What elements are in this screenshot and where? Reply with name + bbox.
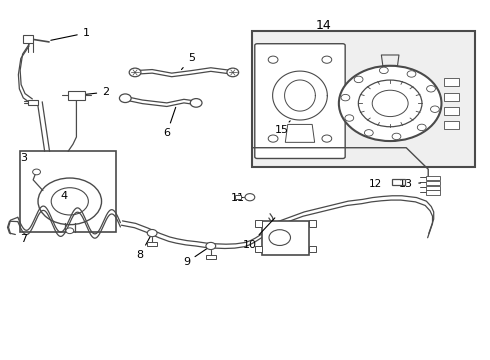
- Circle shape: [120, 94, 131, 103]
- Bar: [255, 246, 262, 252]
- Bar: [23, 35, 33, 43]
- Text: 11: 11: [231, 193, 245, 203]
- Circle shape: [341, 94, 350, 101]
- Polygon shape: [285, 125, 315, 142]
- Bar: [309, 220, 316, 226]
- Text: 13: 13: [399, 179, 420, 189]
- Circle shape: [190, 99, 202, 107]
- Circle shape: [66, 228, 74, 234]
- Bar: [20, 151, 116, 232]
- Circle shape: [392, 133, 401, 140]
- Circle shape: [407, 71, 416, 77]
- Text: 7: 7: [20, 234, 27, 244]
- Circle shape: [417, 124, 426, 131]
- Text: 4: 4: [61, 191, 68, 201]
- Circle shape: [365, 130, 373, 136]
- Circle shape: [322, 56, 332, 63]
- Text: 9: 9: [183, 248, 209, 267]
- Circle shape: [33, 169, 41, 175]
- Circle shape: [379, 67, 388, 73]
- Circle shape: [354, 76, 363, 83]
- Circle shape: [227, 68, 239, 77]
- Text: 10: 10: [243, 218, 275, 249]
- Bar: [444, 93, 459, 100]
- Circle shape: [147, 229, 157, 237]
- Bar: [255, 220, 262, 226]
- Bar: [426, 176, 441, 180]
- Text: 15: 15: [275, 121, 290, 135]
- Bar: [252, 31, 475, 167]
- Bar: [444, 121, 459, 129]
- Bar: [235, 195, 241, 199]
- Circle shape: [339, 66, 441, 141]
- Text: 14: 14: [315, 19, 331, 32]
- Circle shape: [268, 56, 278, 63]
- Bar: [147, 242, 157, 246]
- Circle shape: [268, 135, 278, 142]
- Bar: [444, 78, 459, 86]
- Bar: [426, 186, 441, 190]
- Bar: [262, 221, 309, 255]
- Bar: [444, 107, 459, 115]
- Circle shape: [427, 86, 436, 92]
- Circle shape: [206, 242, 216, 249]
- Bar: [426, 181, 441, 185]
- Bar: [206, 255, 216, 258]
- Text: 1: 1: [51, 28, 90, 40]
- Circle shape: [322, 135, 332, 142]
- Circle shape: [129, 68, 141, 77]
- Text: 3: 3: [20, 153, 27, 163]
- Text: 5: 5: [181, 53, 195, 69]
- Bar: [27, 100, 38, 105]
- Bar: [68, 91, 85, 100]
- Circle shape: [245, 194, 255, 201]
- Circle shape: [431, 106, 440, 112]
- Bar: [392, 179, 405, 185]
- Text: 8: 8: [136, 235, 151, 260]
- Bar: [426, 190, 441, 195]
- Circle shape: [345, 115, 354, 121]
- Text: 12: 12: [368, 179, 382, 189]
- Text: 2: 2: [79, 87, 109, 97]
- FancyBboxPatch shape: [255, 44, 345, 158]
- Text: 6: 6: [163, 107, 176, 138]
- Bar: [309, 246, 316, 252]
